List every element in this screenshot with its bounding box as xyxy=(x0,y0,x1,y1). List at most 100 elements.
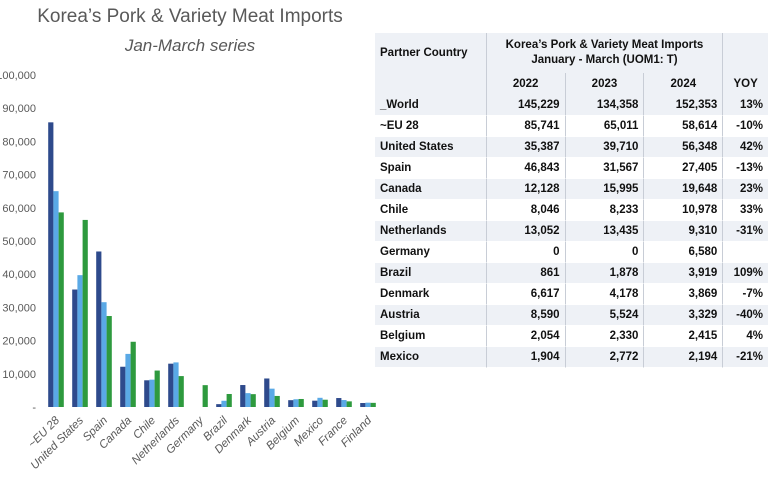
header-table-title: Korea’s Pork & Variety Meat Imports Janu… xyxy=(486,33,724,73)
bar-2024-germany xyxy=(202,385,208,407)
bar-2023-austria xyxy=(269,388,275,407)
header-blank xyxy=(723,33,768,73)
bar-2023-france xyxy=(341,400,347,407)
cell-2023: 5,524 xyxy=(565,305,645,326)
y-tick-label: 100,000 xyxy=(0,70,36,82)
cell-2022: 8,046 xyxy=(486,200,566,221)
cell-2023: 13,435 xyxy=(565,221,645,242)
header-yoy: YOY xyxy=(723,73,768,95)
cell-2022: 2,054 xyxy=(486,326,566,347)
chart-subtitle: Jan-March series xyxy=(124,36,256,55)
cell-2024: 27,405 xyxy=(644,158,724,179)
cell-yoy: -21% xyxy=(723,347,768,368)
bar-2024-austria xyxy=(274,395,280,407)
cell-2022: 145,229 xyxy=(486,95,566,116)
cell-2023: 1,878 xyxy=(565,263,645,284)
cell-2024: 2,415 xyxy=(644,326,724,347)
bar-2024-denmark xyxy=(250,394,256,407)
bar-2022-austria xyxy=(264,378,270,407)
table-row: Mexico 1,904 2,772 2,194 -21% xyxy=(375,347,768,368)
bar-2024-france xyxy=(346,401,352,407)
header-partner-country: Partner Country xyxy=(375,33,487,73)
cell-country: ~EU 28 xyxy=(375,116,487,137)
bar-2023-netherlands xyxy=(173,362,179,407)
cell-country: Austria xyxy=(375,305,487,326)
cell-2023: 39,710 xyxy=(565,137,645,158)
cell-yoy xyxy=(723,242,768,263)
cell-2024: 3,869 xyxy=(644,284,724,305)
table-row: Chile 8,046 8,233 10,978 33% xyxy=(375,200,768,221)
bar-2024-united-states xyxy=(82,219,88,407)
y-tick-label: - xyxy=(32,402,36,414)
y-tick-label: 10,000 xyxy=(2,369,36,381)
bar-2023--eu-28 xyxy=(53,191,59,407)
table-row: Germany 0 0 6,580 xyxy=(375,242,768,263)
cell-2022: 861 xyxy=(486,263,566,284)
cell-2024: 2,194 xyxy=(644,347,724,368)
cell-country: Spain xyxy=(375,158,487,179)
bar-2023-canada xyxy=(125,353,131,407)
cell-2022: 1,904 xyxy=(486,347,566,368)
table-body: _World 145,229 134,358 152,353 13% ~EU 28 85,7… xyxy=(375,95,768,368)
bar-2024-finland xyxy=(370,402,376,407)
bar-2022--eu-28 xyxy=(48,122,54,407)
y-tick-label: 70,000 xyxy=(2,170,36,182)
bar-2022-denmark xyxy=(240,385,246,407)
cell-2023: 31,567 xyxy=(565,158,645,179)
cell-2024: 19,648 xyxy=(644,179,724,200)
chart-canvas: - 10,000 20,000 30,000 40,000 50,000 60,000 70,… xyxy=(0,70,376,472)
cell-2022: 8,590 xyxy=(486,305,566,326)
cell-2023: 2,330 xyxy=(565,326,645,347)
cell-2023: 134,358 xyxy=(565,95,645,116)
bar-2024-canada xyxy=(130,341,136,407)
cell-2024: 3,919 xyxy=(644,263,724,284)
bar-2023-brazil xyxy=(221,400,227,407)
imports-table: Partner Country Korea’s Pork & Variety M… xyxy=(375,33,768,368)
bar-2024-mexico xyxy=(322,399,328,407)
y-tick-label: 20,000 xyxy=(2,336,36,348)
cell-2024: 9,310 xyxy=(644,221,724,242)
cell-2023: 0 xyxy=(565,242,645,263)
bar-2022-brazil xyxy=(216,404,222,407)
bar-2022-canada xyxy=(120,366,126,407)
cell-2023: 4,178 xyxy=(565,284,645,305)
header-2024: 2024 xyxy=(644,73,724,95)
bar-2022-united-states xyxy=(72,289,78,407)
cell-2024: 58,614 xyxy=(644,116,724,137)
cell-country: United States xyxy=(375,137,487,158)
cell-2022: 12,128 xyxy=(486,179,566,200)
cell-2024: 6,580 xyxy=(644,242,724,263)
cell-yoy: -13% xyxy=(723,158,768,179)
bar-2023-belgium xyxy=(293,399,299,407)
cell-2023: 15,995 xyxy=(565,179,645,200)
cell-2024: 56,348 xyxy=(644,137,724,158)
table-row: Netherlands 13,052 13,435 9,310 -31% xyxy=(375,221,768,242)
cell-yoy: 42% xyxy=(723,137,768,158)
bar-2022-finland xyxy=(360,403,366,407)
cell-yoy: 23% xyxy=(723,179,768,200)
cell-yoy: 109% xyxy=(723,263,768,284)
cell-yoy: -31% xyxy=(723,221,768,242)
cell-2023: 65,011 xyxy=(565,116,645,137)
table-row: Belgium 2,054 2,330 2,415 4% xyxy=(375,326,768,347)
table-row: _World 145,229 134,358 152,353 13% xyxy=(375,95,768,116)
table-row: Austria 8,590 5,524 3,329 -40% xyxy=(375,305,768,326)
cell-country: Belgium xyxy=(375,326,487,347)
cell-yoy: -7% xyxy=(723,284,768,305)
cell-2023: 8,233 xyxy=(565,200,645,221)
bar-2023-spain xyxy=(101,302,107,407)
cell-yoy: 33% xyxy=(723,200,768,221)
header-2023: 2023 xyxy=(565,73,645,95)
bar-2023-mexico xyxy=(317,397,323,407)
cell-country: Canada xyxy=(375,179,487,200)
cell-2024: 3,329 xyxy=(644,305,724,326)
cell-country: Denmark xyxy=(375,284,487,305)
bar-2022-chile xyxy=(144,380,150,407)
table-row: Denmark 6,617 4,178 3,869 -7% xyxy=(375,284,768,305)
cell-2022: 6,617 xyxy=(486,284,566,305)
bar-2024-spain xyxy=(106,316,112,407)
bar-2023-united-states xyxy=(77,275,83,407)
cell-country: Chile xyxy=(375,200,487,221)
header-blank-country xyxy=(375,73,487,95)
bar-2022-spain xyxy=(96,251,102,407)
